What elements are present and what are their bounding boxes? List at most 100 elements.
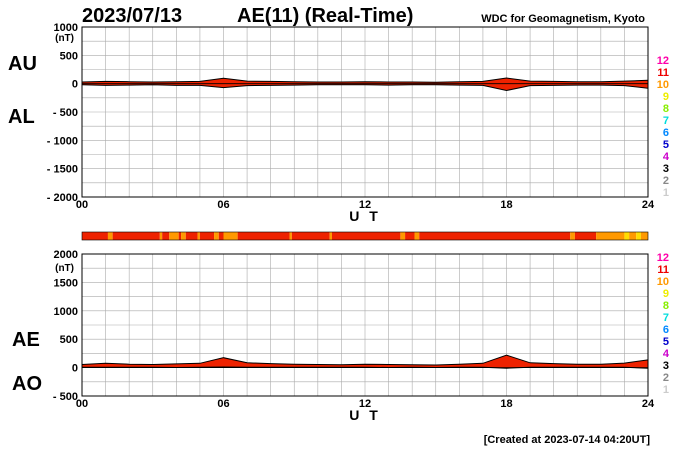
activity-bar-segment [419,232,571,240]
activity-bar [81,231,649,241]
legend-level-6: 6 [663,324,669,336]
activity-bar-segment [570,232,575,240]
ae-label: AE [12,329,40,351]
ae-ao-y-tick-label: 1000 [54,306,78,318]
activity-bar-segment [574,232,597,240]
legend-level-3: 3 [663,163,669,175]
au-al-x-tick-label: 00 [76,199,88,211]
au-al-x-tick-label: 06 [217,199,229,211]
au-al-y-tick-label: - 1500 [47,164,78,176]
activity-bar-segment [629,232,637,240]
legend-level-1: 1 [663,187,669,199]
activity-bar-segment [640,232,648,240]
legend-level-11: 11 [657,264,669,276]
ae-ao-series-line-2 [82,366,649,369]
au-al-y-tick-label: 500 [60,50,78,62]
legend-level-12: 12 [657,252,669,264]
activity-bar-segment [199,232,215,240]
au-al-y-tick-label: - 500 [53,107,78,119]
activity-bar-segment [291,232,330,240]
activity-bar-segment [329,232,332,240]
activity-bar-segment [414,232,420,240]
al-label: AL [8,106,35,128]
activity-bar-segment [82,232,108,240]
activity-bar-segment [178,232,182,240]
legend-level-2: 2 [663,372,669,384]
au-al-x-tick-label: 24 [642,199,655,211]
ae-ao-x-tick-label: 06 [217,398,229,410]
au-al-y-tick-label: 0 [72,79,78,91]
au-al-series-line-2 [81,84,649,92]
activity-bar-segment [214,232,219,240]
activity-bar-segment [162,232,170,240]
legend-level-7: 7 [663,312,669,324]
legend-level-4: 4 [663,151,670,163]
ae-ao-unit-label: (nT) [55,263,74,274]
ae-ao-activity-fill [82,355,648,369]
ae-ao-y-tick-label: 500 [60,334,78,346]
ae-ao-series-line-1 [81,354,649,366]
au-al-unit-label: (nT) [55,33,74,44]
au-al-y-tick-label: - 1000 [47,135,78,147]
activity-bar-segment [181,232,186,240]
legend-level-5: 5 [663,336,669,348]
ae-ao-y-tick-label: 0 [72,363,78,375]
ae-ao-y-tick-label: 2000 [54,249,78,261]
ae-ao-x-axis-title: U T [349,407,381,423]
activity-bar-segment [331,232,401,240]
legend-level-5: 5 [663,139,669,151]
activity-bar-segment [405,232,415,240]
activity-bar-segment [185,232,198,240]
ae-ao-y-tick-label: 1500 [54,277,78,289]
legend-level-8: 8 [663,103,669,115]
legend-level-8: 8 [663,300,669,312]
au-al-x-axis-title: U T [349,208,381,224]
institution-label: WDC for Geomagnetism, Kyoto [481,13,645,25]
legend-level-11: 11 [657,67,669,79]
legend-level-2: 2 [663,175,669,187]
legend-level-9: 9 [663,288,669,300]
activity-bar-segment [237,232,290,240]
activity-bar-segment [400,232,406,240]
activity-bar-segment [624,232,630,240]
au-al-x-tick-label: 18 [500,199,512,211]
au-al-panel: AU AL (nT) U T 1000 500 0 - 500 - 1000 - 1500… [8,22,655,224]
activity-bar-segment [197,232,200,240]
created-timestamp: [Created at 2023-07-14 04:20UT] [484,434,651,446]
activity-bar-segment [218,232,224,240]
au-label: AU [8,53,37,75]
legend-level-3: 3 [663,360,669,372]
activity-bar-frame [81,231,649,241]
activity-bar-segment [636,232,641,240]
ae-ao-x-tick-label: 00 [76,398,88,410]
legend-level-6: 6 [663,127,669,139]
activity-bar-segment [289,232,292,240]
ae-ao-x-tick-label: 18 [500,398,512,410]
legend-level-10: 10 [657,276,669,288]
legend-level-4: 4 [663,348,670,360]
ae-ao-y-tick-label: - 500 [53,391,78,403]
legend-level-9: 9 [663,91,669,103]
activity-bar-segment [223,232,238,240]
index-title: AE(11) (Real-Time) [237,5,413,27]
au-al-x-tick-label: 12 [359,199,371,211]
activity-bar-segment [596,232,625,240]
activity-bar-segment [159,232,163,240]
legend-level-10: 10 [657,79,669,91]
au-al-series-line-1 [81,77,649,83]
legend-level-7: 7 [663,115,669,127]
activity-bar-segment [169,232,179,240]
au-al-plot-frame [81,26,649,198]
legend-level-1: 1 [663,384,669,396]
date-title: 2023/07/13 [82,5,182,27]
activity-bar-segment [112,232,160,240]
au-al-y-tick-label: - 2000 [47,192,78,204]
au-al-y-tick-label: 1000 [54,22,78,34]
ae-ao-plot-frame [81,253,649,397]
ao-label: AO [12,373,42,395]
legend-level-12: 12 [657,55,669,67]
